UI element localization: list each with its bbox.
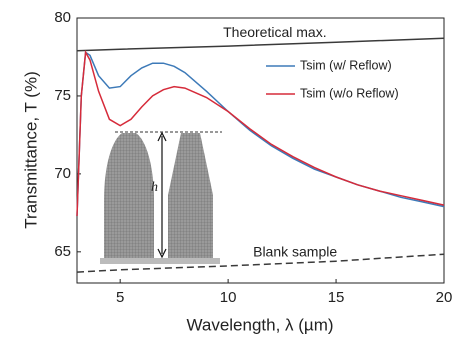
legend-label: Tsim (w/o Reflow) — [300, 86, 399, 100]
cone-no-reflow — [168, 133, 213, 262]
line-annotation: Theoretical max. — [223, 24, 326, 40]
legend-label: Tsim (w/ Reflow) — [300, 58, 392, 72]
series-line — [77, 38, 444, 50]
inset-label: h — [151, 180, 158, 195]
chart: h Wavelength, λ (µm) Transmittance, T (%… — [0, 0, 470, 341]
y-tick-label: 75 — [54, 87, 71, 104]
x-tick-label: 20 — [436, 289, 453, 306]
y-axis-label: Transmittance, T (%) — [21, 71, 40, 228]
y-tick-label: 70 — [54, 165, 71, 182]
x-tick-label: 10 — [220, 289, 237, 306]
x-axis-label: Wavelength, λ (µm) — [186, 315, 333, 334]
line-annotation: Blank sample — [253, 244, 337, 260]
x-tick-label: 5 — [116, 289, 124, 306]
x-tick-label: 15 — [328, 289, 345, 306]
substrate — [100, 258, 220, 264]
cone-reflow — [104, 133, 154, 262]
y-tick-label: 80 — [54, 9, 71, 26]
inset: h — [100, 132, 222, 264]
y-tick-label: 65 — [54, 243, 71, 260]
